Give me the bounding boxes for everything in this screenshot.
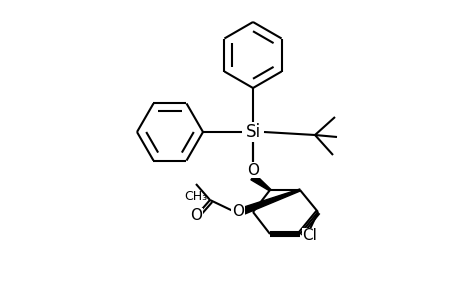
Polygon shape xyxy=(250,174,270,191)
Text: O: O xyxy=(246,163,258,178)
Text: CH₃: CH₃ xyxy=(184,190,207,203)
Polygon shape xyxy=(241,189,300,214)
Text: O: O xyxy=(231,203,243,218)
Text: Si: Si xyxy=(245,123,260,141)
Text: O: O xyxy=(246,163,258,178)
Text: Si: Si xyxy=(245,123,260,141)
Text: O: O xyxy=(190,208,202,224)
Text: Cl: Cl xyxy=(302,229,317,244)
